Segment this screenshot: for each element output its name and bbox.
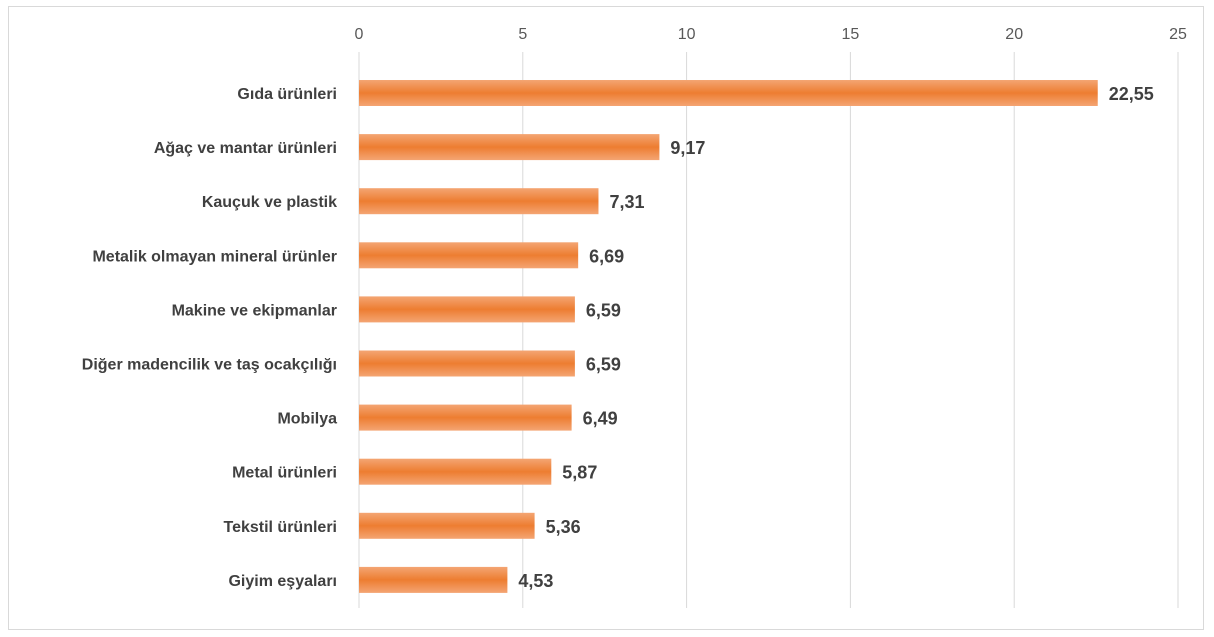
- data-labels: 22,55 9,17 7,31 6,69 6,59 6,59 6,49 5,87 5,36 4,5…: [518, 84, 1153, 591]
- bar-2: [359, 134, 660, 161]
- bar-9: [359, 512, 535, 539]
- x-tick-label-25: 25: [1169, 26, 1187, 43]
- bar-3: [359, 188, 599, 215]
- category-label-7: Mobilya: [277, 411, 337, 428]
- data-label-7: 6,49: [583, 409, 618, 429]
- category-label-9: Tekstil ürünleri: [223, 519, 337, 536]
- category-label-6: Diğer madencilik ve taş ocakçılığı: [82, 357, 337, 374]
- category-label-2: Ağaç ve mantar ürünleri: [154, 140, 337, 157]
- category-label-1: Gıda ürünleri: [237, 86, 337, 103]
- data-label-8: 5,87: [562, 463, 597, 483]
- bar-8: [359, 458, 552, 485]
- data-label-1: 22,55: [1109, 84, 1154, 104]
- category-label-4: Metalik olmayan mineral ürünler: [92, 248, 337, 265]
- bar-6: [359, 350, 575, 377]
- data-label-5: 6,59: [586, 300, 621, 320]
- bar-4: [359, 242, 579, 269]
- data-label-3: 7,31: [609, 192, 644, 212]
- x-axis-ticks: 0 5 10 15 20 25: [355, 26, 1187, 43]
- bar-7: [359, 404, 572, 431]
- data-label-4: 6,69: [589, 246, 624, 266]
- bar-1: [359, 80, 1098, 106]
- bar-5: [359, 296, 575, 323]
- bars: [359, 80, 1098, 593]
- category-label-10: Giyim eşyaları: [228, 573, 337, 590]
- data-label-10: 4,53: [518, 571, 553, 591]
- x-tick-label-20: 20: [1005, 26, 1023, 43]
- data-label-2: 9,17: [670, 138, 705, 158]
- category-label-3: Kauçuk ve plastik: [202, 194, 337, 211]
- x-tick-label-5: 5: [518, 26, 527, 43]
- data-label-9: 5,36: [546, 517, 581, 537]
- category-label-8: Metal ürünleri: [232, 465, 337, 482]
- x-tick-label-0: 0: [355, 26, 364, 43]
- chart-frame: [8, 6, 1204, 630]
- bar-10: [359, 566, 508, 593]
- x-tick-label-10: 10: [678, 26, 696, 43]
- data-label-6: 6,59: [586, 355, 621, 375]
- category-labels: Gıda ürünleri Ağaç ve mantar ürünleri Kauç…: [82, 86, 337, 590]
- x-tick-label-15: 15: [842, 26, 860, 43]
- category-label-5: Makine ve ekipmanlar: [172, 302, 337, 319]
